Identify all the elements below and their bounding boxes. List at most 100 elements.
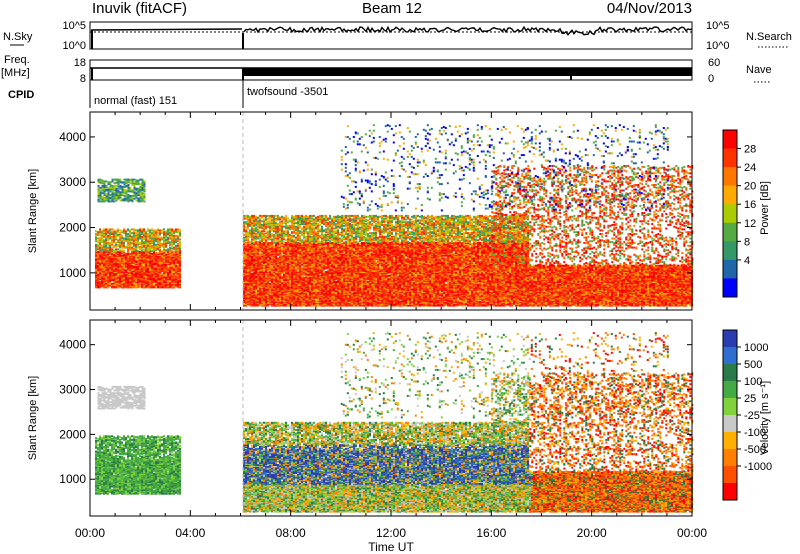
power-cell [439,289,441,292]
power-cell [97,273,99,276]
power-cell [175,238,177,241]
power-cell [259,299,261,302]
power-cell [119,258,121,261]
power-cell [381,303,383,306]
power-cell [173,285,175,288]
power-cell [125,245,127,248]
power-cell [159,229,161,232]
power-cell [179,242,181,245]
power-cell [109,194,112,196]
power-cell [117,273,119,276]
power-cell [109,186,112,189]
power-cell [383,300,385,303]
power-cell [125,280,127,283]
power-cell [325,291,327,294]
power-cell [139,194,142,196]
power-cell [109,280,111,283]
power-cell [101,261,103,264]
power-cell [133,282,135,285]
power-cell [333,303,335,306]
power-cell [173,242,175,245]
power-cell [113,196,116,199]
power-cell [177,255,179,258]
power-cell [139,190,142,193]
power-cell [137,239,139,242]
power-cell [151,260,153,263]
power-cell [119,199,122,202]
power-cell [161,236,163,239]
power-cell [139,234,141,237]
power-cell [101,195,104,198]
power-cell [99,194,102,196]
power-cell [99,178,102,181]
power-cell [299,292,301,295]
power-cell [111,235,113,238]
power-cell [139,183,142,186]
power-cell [177,278,179,281]
power-cell [389,291,391,294]
power-cell [147,228,149,231]
power-cell [321,300,323,302]
power-cell [123,197,126,200]
power-cell [179,247,181,250]
power-cell [133,247,135,250]
power-cell [103,242,105,244]
power-cell [121,246,123,249]
power-cell [247,292,249,295]
power-cell [403,288,405,291]
power-cell [157,232,159,235]
power-cell [165,284,167,287]
power-cell [121,198,124,201]
power-cell [485,293,487,296]
power-cell [243,290,245,293]
power-cell [137,197,140,200]
power-cell [115,178,118,181]
power-cell [143,253,145,256]
power-cell [275,302,277,305]
nave-tick-low: 0 [708,73,714,85]
power-cell [133,268,135,271]
nsearch-tick-low: 10^0 [706,40,730,52]
power-cell [179,273,181,276]
power-cell [115,189,118,192]
power-cell [143,238,145,241]
power-cell [129,178,132,181]
power-cell [141,239,143,242]
power-cell [133,230,135,233]
power-cell [95,247,97,250]
power-cell [137,183,140,186]
power-cell [137,262,139,264]
power-cell [403,292,405,295]
power-cell [319,298,321,301]
power-cell [131,182,134,185]
power-cell [151,250,153,253]
power-cell [331,288,333,291]
power-cell [129,281,131,283]
power-cell [429,296,431,299]
power-cell [103,194,106,196]
power-cell [109,249,111,252]
power-cell [147,230,149,233]
power-cell [127,256,129,259]
power-cell [111,184,114,187]
power-cell [135,255,137,258]
power-cell [107,186,110,189]
power-cell [365,293,367,296]
power-cell [109,246,111,249]
power-cell [441,303,443,306]
power-cell [293,300,295,303]
power-cell [147,240,149,243]
power-cell [121,191,124,194]
power-cell [137,244,139,247]
power-cell [155,231,157,234]
power-cell [443,298,445,301]
power-cell [147,270,149,273]
power-cell [445,296,447,299]
power-cell [497,294,499,297]
power-cell [107,200,110,203]
power-cell [381,291,383,293]
power-cell [111,254,113,257]
power-cell [137,241,139,244]
power-cell [161,242,163,245]
power-cell [105,275,107,278]
